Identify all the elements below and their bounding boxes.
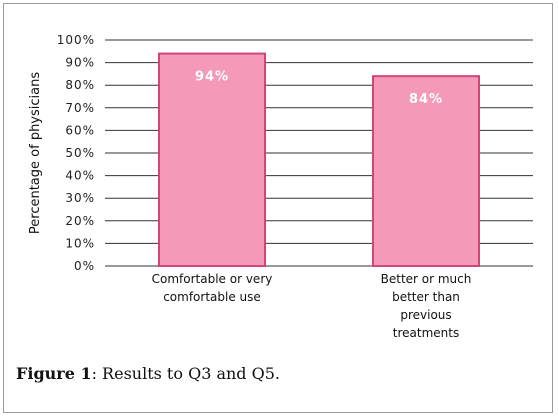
y-tick-label: 20% [65,214,95,228]
figure-caption: Figure 1: Results to Q3 and Q5. [16,364,280,383]
y-tick-label: 90% [65,56,95,70]
y-tick-label: 30% [65,191,95,205]
caption-label: Figure 1 [16,364,92,383]
y-tick-label: 40% [65,169,95,183]
bar [372,75,480,267]
bar [158,52,266,268]
y-tick-label: 0% [74,259,95,273]
data-label: 94% [195,70,229,85]
y-tick-label: 60% [65,123,95,137]
data-label: 84% [409,92,443,107]
y-axis-label: Percentage of physicians [28,72,43,234]
y-tick-label: 70% [65,101,95,115]
y-tick-label: 100% [57,33,95,47]
caption-text: : Results to Q3 and Q5. [91,364,281,383]
category-label: Better or much better than previous treatme… [381,272,472,340]
category-label: Comfortable or very comfortable use [152,272,273,304]
bar-chart: 0% 10% 20% 30% 40% 50% 60% 70% 80% 90% 100% Percent… [28,33,533,340]
y-tick-label: 10% [65,236,95,250]
figure-frame: 0% 10% 20% 30% 40% 50% 60% 70% 80% 90% 100% Percent… [3,3,553,413]
y-tick-label: 50% [65,146,95,160]
y-tick-label: 80% [65,78,95,92]
